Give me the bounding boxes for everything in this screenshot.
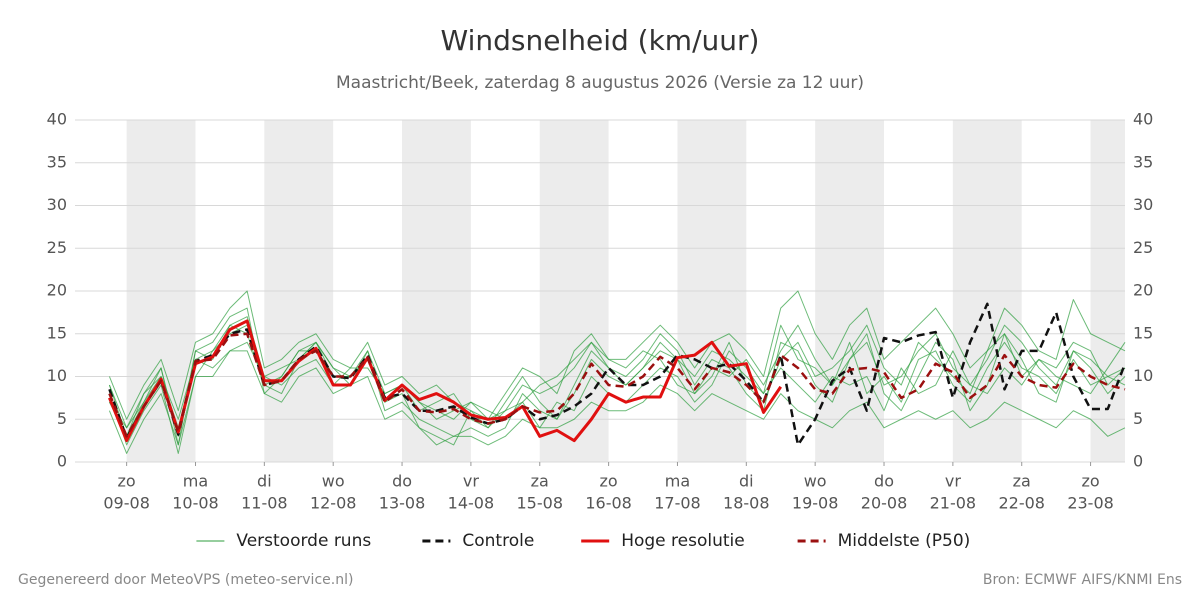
y-tick-label: 30 <box>47 195 67 214</box>
x-tick-date: 19-08 <box>792 494 839 513</box>
x-tick-date: 18-08 <box>723 494 770 513</box>
ensemble-line <box>108 316 1126 437</box>
y-tick-label: 40 <box>47 110 67 129</box>
chart-title: Windsnelheid (km/uur) <box>441 24 760 57</box>
y2-tick-label: 10 <box>1133 366 1153 385</box>
y-tick-label: 20 <box>47 281 67 300</box>
x-tick-weekday: za <box>531 472 549 491</box>
x-tick-weekday: wo <box>804 472 827 491</box>
x-tick-weekday: vr <box>945 472 961 491</box>
x-tick-weekday: zo <box>118 472 136 491</box>
x-tick-date: 23-08 <box>1067 494 1114 513</box>
x-tick-weekday: di <box>257 472 272 491</box>
x-tick-date: 09-08 <box>103 494 150 513</box>
ensemble-line <box>108 324 1126 437</box>
x-tick-date: 11-08 <box>241 494 288 513</box>
x-tick-date: 17-08 <box>654 494 701 513</box>
y2-tick-label: 40 <box>1133 110 1153 129</box>
y2-tick-label: 35 <box>1133 152 1153 171</box>
legend-label: Controle <box>462 531 534 551</box>
y2-tick-label: 20 <box>1133 281 1153 300</box>
x-tick-date: 13-08 <box>379 494 426 513</box>
x-tick-weekday: di <box>739 472 754 491</box>
y-tick-label: 25 <box>47 238 67 257</box>
y-tick-label: 15 <box>47 323 67 342</box>
y2-tick-label: 5 <box>1133 409 1143 428</box>
y2-tick-label: 25 <box>1133 238 1153 257</box>
ensemble-line <box>108 290 1126 420</box>
x-tick-date: 12-08 <box>310 494 357 513</box>
x-tick-weekday: vr <box>463 472 479 491</box>
y2-tick-label: 30 <box>1133 195 1153 214</box>
footer-right: Bron: ECMWF AIFS/KNMI Ens <box>983 572 1182 588</box>
legend-label: Verstoorde runs <box>236 531 371 551</box>
y-tick-label: 35 <box>47 152 67 171</box>
y-tick-label: 0 <box>57 452 67 471</box>
y2-tick-label: 0 <box>1133 452 1143 471</box>
x-tick-weekday: wo <box>322 472 345 491</box>
series-line <box>108 302 1127 447</box>
series-line <box>108 319 782 443</box>
x-tick-date: 21-08 <box>930 494 977 513</box>
x-tick-date: 14-08 <box>448 494 495 513</box>
y2-tick-label: 15 <box>1133 323 1153 342</box>
x-tick-weekday: zo <box>600 472 618 491</box>
x-tick-weekday: ma <box>665 472 690 491</box>
legend-label: Hoge resolutie <box>621 531 745 551</box>
series-line <box>108 332 1126 438</box>
x-tick-weekday: do <box>392 472 412 491</box>
ensemble-line <box>108 350 1126 454</box>
legend-label: Middelste (P50) <box>838 531 971 551</box>
x-tick-date: 16-08 <box>585 494 632 513</box>
footer-left: Gegenereerd door MeteoVPS (meteo-service… <box>18 572 353 588</box>
x-tick-weekday: za <box>1013 472 1031 491</box>
x-tick-weekday: ma <box>183 472 208 491</box>
x-tick-weekday: do <box>874 472 894 491</box>
x-tick-date: 20-08 <box>861 494 908 513</box>
x-tick-date: 22-08 <box>998 494 1045 513</box>
chart-subtitle: Maastricht/Beek, zaterdag 8 augustus 202… <box>336 73 864 93</box>
y-tick-label: 10 <box>47 366 67 385</box>
x-tick-date: 10-08 <box>172 494 219 513</box>
x-tick-date: 15-08 <box>517 494 564 513</box>
x-tick-weekday: zo <box>1081 472 1099 491</box>
y-tick-label: 5 <box>57 409 67 428</box>
